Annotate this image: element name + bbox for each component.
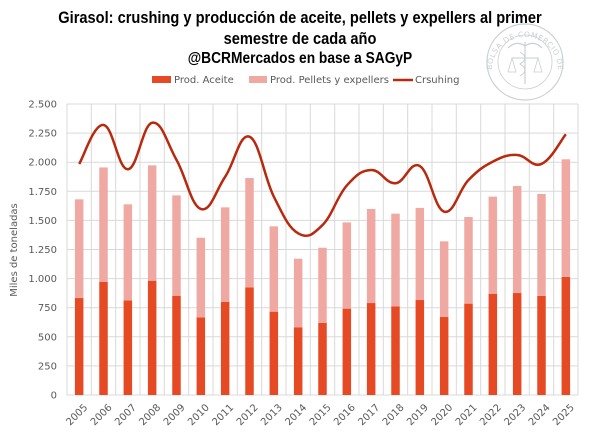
bar-pellets	[366, 208, 376, 304]
crushing-line-group	[78, 121, 567, 238]
chart-title-line-1: Girasol: crushing y producción de aceite…	[58, 8, 542, 27]
bar-pellets	[561, 159, 571, 277]
x-tick-label: 2015	[308, 402, 334, 428]
x-tick-label: 2009	[162, 402, 188, 428]
bar-aceite	[318, 322, 327, 395]
y-tick-label: 0	[51, 391, 57, 402]
bar-pellets	[342, 222, 352, 309]
bar-aceite	[391, 306, 400, 395]
y-tick-label: 1.500	[28, 216, 57, 227]
bar-pellets	[391, 213, 400, 307]
crushing-line	[78, 121, 567, 238]
bar-aceite	[123, 300, 133, 395]
bar-aceite	[366, 303, 376, 395]
x-tick-label: 2019	[405, 402, 431, 428]
chart-title-line-2: semestre de cada año	[223, 29, 377, 48]
x-tick-label: 2017	[356, 402, 382, 428]
bar-pellets	[74, 199, 84, 299]
y-tick-label: 750	[38, 303, 57, 314]
bar-aceite	[269, 311, 279, 395]
x-tick-label: 2020	[429, 402, 455, 428]
y-tick-label: 2.500	[28, 100, 57, 111]
x-tick-label: 2005	[64, 402, 90, 428]
bar-aceite	[293, 327, 303, 395]
bar-pellets	[147, 165, 157, 281]
y-tick-label: 2.000	[28, 158, 57, 169]
x-tick-label: 2013	[259, 402, 285, 428]
bar-aceite	[464, 303, 473, 395]
x-tick-label: 2012	[235, 402, 261, 428]
bar-pellets	[172, 195, 181, 296]
x-tick-label: 2014	[283, 402, 309, 428]
bar-aceite	[99, 281, 108, 395]
legend-label-crushing: Crsuhing	[415, 75, 459, 86]
x-tick-label: 2022	[478, 402, 504, 428]
bar-pellets	[220, 207, 230, 302]
y-tick-label: 1.750	[28, 187, 57, 198]
bar-pellets	[293, 258, 303, 328]
bar-pellets	[123, 204, 133, 301]
x-tick-label: 2007	[113, 402, 139, 428]
bar-aceite	[561, 276, 571, 395]
legend-label-pellets: Prod. Pellets y expellers	[270, 75, 389, 86]
bar-aceite	[172, 295, 181, 395]
bar-pellets	[512, 185, 522, 294]
watermark-text: BOLSA DE COMERCIO DE ROSARIO	[0, 0, 565, 71]
bar-pellets	[488, 196, 498, 294]
bar-aceite	[220, 301, 230, 395]
x-tick-label: 2016	[332, 402, 358, 428]
y-axis-ticks: 0 250 500 750 1.000 1.250 1.500 1.750 2.000 2.250…	[28, 100, 57, 402]
bar-pellets	[464, 217, 473, 304]
x-tick-label: 2025	[551, 402, 577, 428]
x-tick-label: 2023	[502, 402, 528, 428]
x-tick-label: 2010	[186, 402, 212, 428]
bar-pellets	[318, 247, 327, 323]
bar-aceite	[415, 300, 425, 395]
svg-text:BOLSA DE COMERCIO DE ROSARIO: BOLSA DE COMERCIO DE ROSARIO	[0, 0, 565, 71]
bar-aceite	[537, 295, 546, 395]
bar-pellets	[269, 226, 279, 312]
x-tick-label: 2006	[89, 402, 115, 428]
legend-swatch-aceite	[152, 76, 171, 83]
y-tick-label: 500	[38, 332, 57, 343]
chart-subtitle: @BCRMercados en base a SAGyP	[187, 50, 413, 67]
bar-aceite	[488, 293, 498, 395]
y-axis-label: Miles de toneladas	[9, 203, 20, 297]
bars	[74, 159, 571, 395]
bar-aceite	[74, 298, 84, 395]
bar-pellets	[439, 241, 449, 318]
bar-aceite	[439, 317, 449, 395]
bar-aceite	[147, 280, 157, 395]
legend-label-aceite: Prod. Aceite	[174, 75, 234, 86]
x-tick-label: 2018	[381, 402, 407, 428]
bar-aceite	[245, 287, 254, 395]
y-tick-label: 1.250	[28, 245, 57, 256]
bar-aceite	[342, 308, 352, 395]
legend-swatch-pellets	[249, 76, 267, 83]
bar-pellets	[415, 207, 425, 301]
legend: Prod. Aceite Prod. Pellets y expellers C…	[152, 75, 459, 86]
y-tick-label: 250	[38, 361, 57, 372]
x-axis-ticks: 2005200620072008200920102011201220132014…	[64, 402, 576, 428]
bar-aceite	[512, 293, 522, 395]
x-tick-label: 2021	[454, 402, 480, 428]
bar-pellets	[537, 193, 546, 296]
bar-pellets	[245, 178, 254, 288]
y-tick-label: 1.000	[28, 274, 57, 285]
x-tick-label: 2011	[210, 402, 236, 428]
y-tick-label: 2.250	[28, 129, 57, 140]
bar-pellets	[196, 237, 206, 318]
bar-pellets	[99, 167, 108, 282]
x-tick-label: 2024	[527, 402, 553, 428]
x-tick-label: 2008	[137, 402, 163, 428]
bar-aceite	[196, 317, 206, 395]
